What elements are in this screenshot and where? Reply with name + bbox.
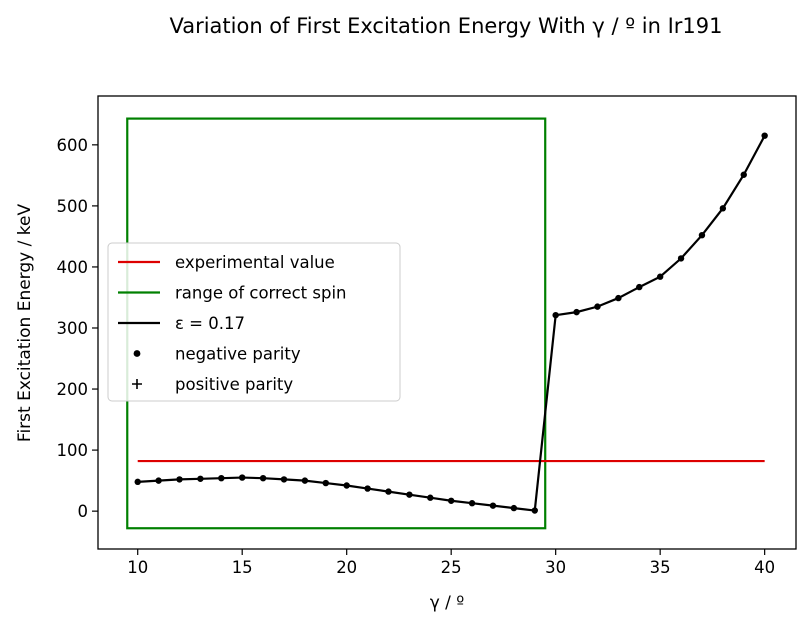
y-tick-label: 0 bbox=[78, 502, 89, 521]
y-tick-label: 500 bbox=[57, 197, 89, 216]
x-tick-label: 25 bbox=[441, 558, 462, 577]
x-axis: 10 15 20 25 30 35 40 bbox=[127, 549, 775, 577]
data-point bbox=[698, 231, 706, 239]
x-tick-label: 40 bbox=[754, 558, 775, 577]
y-axis: 0 100 200 300 400 500 600 bbox=[57, 136, 98, 521]
data-point bbox=[238, 474, 246, 481]
data-point bbox=[343, 482, 350, 489]
x-tick-label: 35 bbox=[650, 558, 671, 577]
data-point bbox=[615, 294, 622, 302]
data-point bbox=[427, 494, 434, 501]
legend-label: ε = 0.17 bbox=[175, 314, 245, 333]
plot-area bbox=[126, 117, 768, 530]
legend-plus-swatch bbox=[132, 379, 142, 389]
data-point bbox=[531, 507, 538, 514]
data-point bbox=[468, 500, 476, 507]
x-axis-label: γ / º bbox=[430, 593, 465, 613]
data-point bbox=[155, 477, 162, 484]
legend-label: experimental value bbox=[175, 253, 335, 272]
data-point bbox=[510, 504, 518, 512]
data-point bbox=[656, 273, 664, 280]
y-tick-label: 400 bbox=[57, 258, 89, 277]
legend-box bbox=[107, 242, 401, 402]
data-point bbox=[636, 283, 643, 291]
data-point bbox=[197, 475, 204, 482]
data-point bbox=[594, 303, 601, 310]
legend: experimental value range of correct spin ε… bbox=[107, 242, 401, 402]
data-point bbox=[573, 308, 580, 316]
data-point bbox=[677, 255, 685, 262]
y-tick-label: 300 bbox=[57, 319, 89, 338]
data-point bbox=[740, 171, 747, 178]
data-point bbox=[552, 311, 559, 319]
y-tick-label: 200 bbox=[57, 380, 89, 399]
data-point bbox=[176, 476, 183, 483]
x-tick-label: 20 bbox=[336, 558, 357, 577]
data-point bbox=[406, 491, 413, 498]
legend-label: positive parity bbox=[175, 375, 293, 394]
data-point bbox=[280, 476, 288, 483]
data-point bbox=[719, 205, 727, 212]
chart-title: Variation of First Excitation Energy Wit… bbox=[169, 14, 722, 38]
x-tick-label: 15 bbox=[232, 558, 253, 577]
data-point bbox=[322, 479, 329, 487]
data-point bbox=[218, 474, 225, 482]
data-point bbox=[489, 502, 497, 509]
axes-frame bbox=[97, 95, 797, 550]
data-point bbox=[364, 485, 371, 492]
y-axis-label: First Excitation Energy / keV bbox=[15, 204, 35, 443]
data-point bbox=[301, 477, 309, 484]
legend-dot-swatch bbox=[133, 350, 141, 357]
data-point bbox=[761, 132, 768, 139]
data-point bbox=[134, 478, 141, 486]
y-tick-label: 100 bbox=[57, 441, 89, 460]
y-tick-label: 600 bbox=[57, 136, 89, 155]
legend-label: negative parity bbox=[175, 345, 301, 364]
legend-label: range of correct spin bbox=[175, 284, 347, 303]
data-point bbox=[385, 488, 392, 495]
x-tick-label: 30 bbox=[545, 558, 566, 577]
x-tick-label: 10 bbox=[127, 558, 148, 577]
data-point bbox=[447, 497, 455, 504]
data-point bbox=[259, 474, 267, 482]
